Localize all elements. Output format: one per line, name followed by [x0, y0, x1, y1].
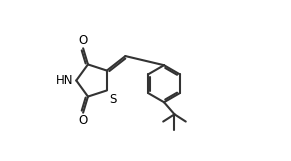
Text: HN: HN — [56, 74, 73, 87]
Text: O: O — [79, 114, 88, 127]
Text: S: S — [109, 93, 117, 106]
Text: O: O — [79, 34, 88, 47]
